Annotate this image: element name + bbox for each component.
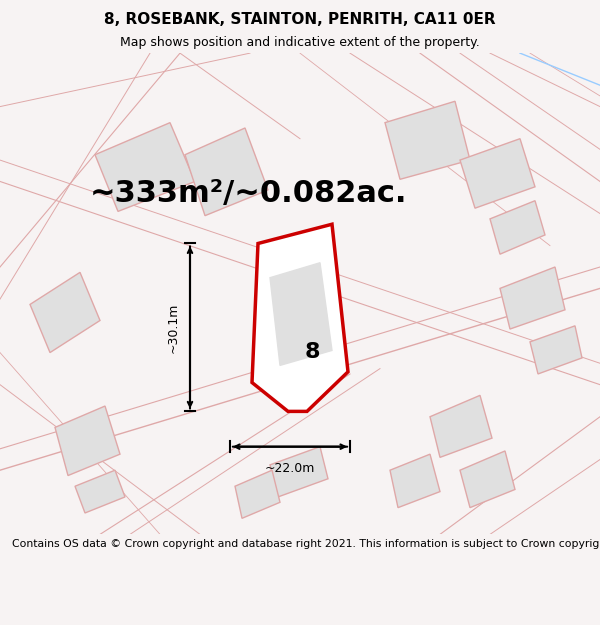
Polygon shape bbox=[430, 396, 492, 458]
Text: ~30.1m: ~30.1m bbox=[167, 302, 180, 352]
Text: 8, ROSEBANK, STAINTON, PENRITH, CA11 0ER: 8, ROSEBANK, STAINTON, PENRITH, CA11 0ER bbox=[104, 12, 496, 27]
Polygon shape bbox=[385, 101, 470, 179]
Polygon shape bbox=[490, 201, 545, 254]
Polygon shape bbox=[185, 128, 268, 216]
Polygon shape bbox=[460, 139, 535, 208]
Polygon shape bbox=[270, 447, 328, 497]
Polygon shape bbox=[30, 272, 100, 352]
Text: Map shows position and indicative extent of the property.: Map shows position and indicative extent… bbox=[120, 36, 480, 49]
Polygon shape bbox=[390, 454, 440, 508]
Text: ~22.0m: ~22.0m bbox=[265, 462, 315, 474]
Polygon shape bbox=[75, 470, 125, 513]
Polygon shape bbox=[500, 267, 565, 329]
Polygon shape bbox=[55, 406, 120, 476]
Text: ~333m²/~0.082ac.: ~333m²/~0.082ac. bbox=[90, 179, 407, 208]
Polygon shape bbox=[270, 262, 332, 366]
Polygon shape bbox=[460, 451, 515, 508]
Polygon shape bbox=[235, 470, 280, 518]
Text: 8: 8 bbox=[305, 341, 320, 361]
Polygon shape bbox=[530, 326, 582, 374]
Polygon shape bbox=[95, 122, 195, 211]
Text: Contains OS data © Crown copyright and database right 2021. This information is : Contains OS data © Crown copyright and d… bbox=[12, 539, 600, 549]
Polygon shape bbox=[252, 224, 348, 411]
